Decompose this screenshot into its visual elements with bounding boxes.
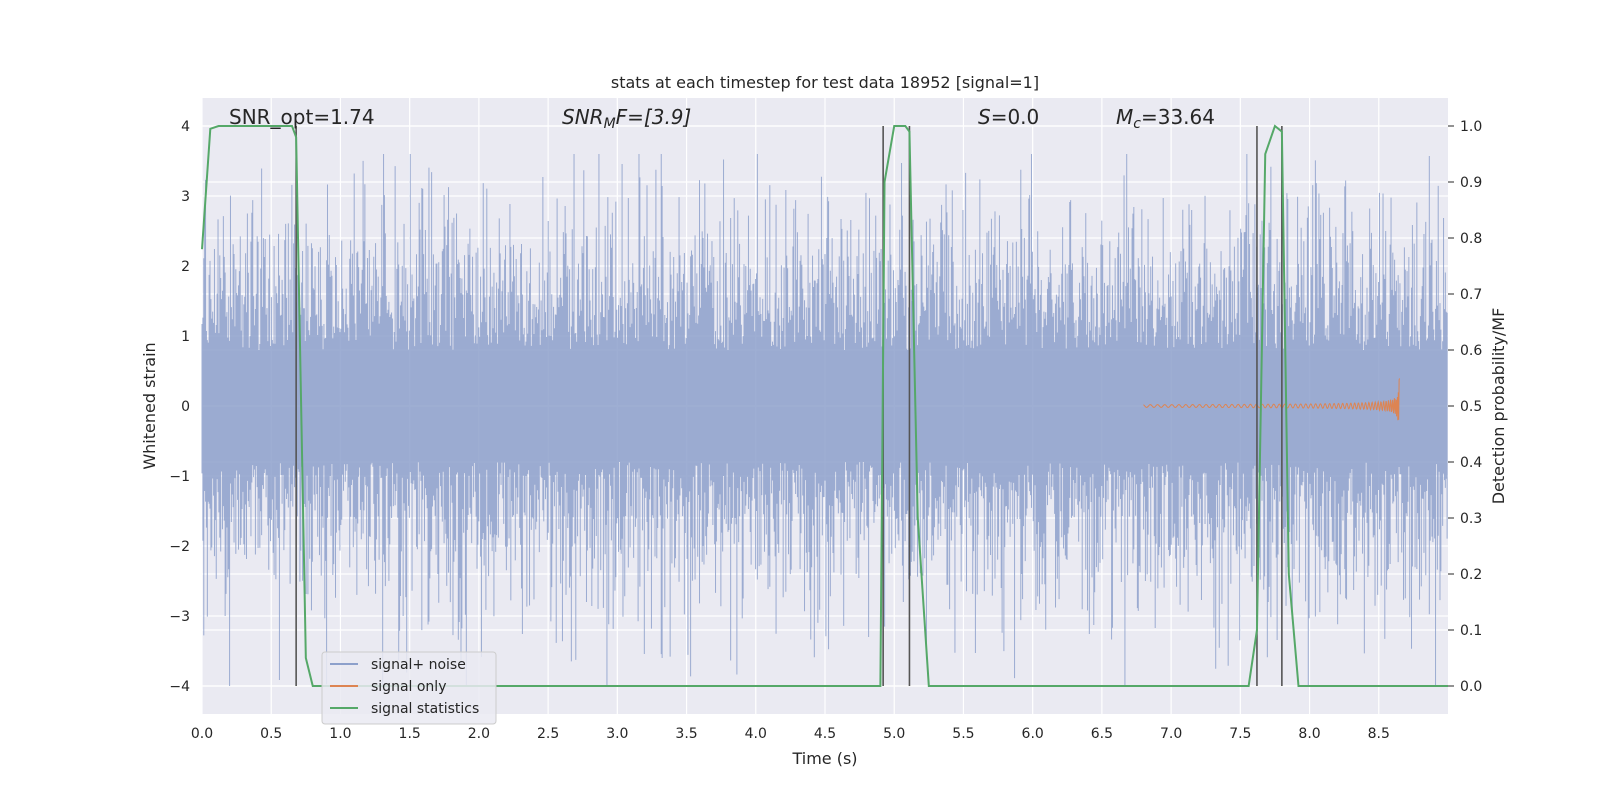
x-tick-label: 7.5 (1229, 726, 1251, 742)
x-tick-label: 2.5 (537, 726, 559, 742)
x-tick-label: 0.0 (191, 726, 213, 742)
x-tick-label: 4.5 (814, 726, 836, 742)
x-tick-label: 1.5 (399, 726, 421, 742)
y-tick-labels-right: 0.0 0.1 0.2 0.3 0.4 0.5 0.6 0.7 0.8 0.9 1.0 (1460, 119, 1482, 695)
y-tick-label: −2 (169, 539, 190, 555)
y-tick-label: 1 (181, 329, 190, 345)
annotation-mc: Mc=33.64 (1116, 105, 1215, 132)
snr-mf-prefix: SNR (562, 105, 604, 129)
y-right-tick-label: 0.7 (1460, 287, 1482, 303)
legend-label-signal: signal only (371, 679, 446, 695)
s-value: =0.0 (991, 105, 1040, 129)
signal-statistics-line (201, 124, 1448, 687)
legend-label-noise: signal+ noise (371, 657, 466, 673)
y-right-tick-label: 0.1 (1460, 623, 1482, 639)
x-tick-label: 1.0 (329, 726, 351, 742)
legend-label-stats: signal statistics (371, 701, 479, 717)
x-axis-label: Time (s) (791, 749, 857, 768)
mc-sub: c (1133, 116, 1141, 132)
x-tick-label: 6.5 (1091, 726, 1113, 742)
y-right-tick-label: 0.2 (1460, 567, 1482, 583)
x-tick-label: 6.0 (1022, 726, 1044, 742)
y-right-tick-label: 0.9 (1460, 175, 1482, 191)
y-tick-label: −4 (169, 679, 190, 695)
y-tick-label: 0 (181, 399, 190, 415)
noise-trace (201, 154, 1448, 686)
y-tick-label: −3 (169, 609, 190, 625)
x-tick-label: 3.5 (675, 726, 697, 742)
x-tick-label: 5.5 (952, 726, 974, 742)
y-axis-label: Whitened strain (140, 342, 159, 469)
x-tick-label: 0.5 (260, 726, 282, 742)
legend-box (321, 651, 497, 725)
y-right-tick-label: 0.3 (1460, 511, 1482, 527)
x-tick-label: 4.0 (745, 726, 767, 742)
s-var: S (978, 105, 991, 129)
x-tick-labels: 0.0 0.5 1.0 1.5 2.0 2.5 3.0 3.5 4.0 4.5 5.0 5.5 6.0 6… (191, 726, 1390, 742)
x-tick-label: 2.0 (468, 726, 490, 742)
x-tick-label: 8.5 (1368, 726, 1390, 742)
y-right-tick-label: 0.5 (1460, 399, 1482, 415)
annotation-s: S=0.0 (978, 105, 1039, 129)
annotation-snr-mf: SNRMF=[3.9] (562, 105, 691, 132)
x-tick-label: 7.0 (1160, 726, 1182, 742)
signal-only-series (1143, 378, 1401, 421)
y-right-tick-label: 0.0 (1460, 679, 1482, 695)
x-tick-label: 5.0 (883, 726, 905, 742)
y-axis-label-right: Detection probability/MF (1489, 308, 1508, 505)
y-tick-label: −1 (169, 469, 190, 485)
snr-mf-suffix: F=[3.9] (616, 105, 692, 129)
y-right-tick-label: 0.4 (1460, 455, 1482, 471)
mc-value: =33.64 (1141, 105, 1215, 129)
mc-var: M (1116, 105, 1133, 129)
y-right-tick-label: 0.8 (1460, 231, 1482, 247)
x-tick-label: 8.0 (1298, 726, 1320, 742)
chirp-trace (1143, 378, 1401, 421)
snr-mf-sub: M (604, 116, 616, 132)
y-tick-label: 4 (181, 119, 190, 135)
x-tick-label: 3.0 (606, 726, 628, 742)
chart-title: stats at each timestep for test data 189… (611, 73, 1039, 92)
annotation-snr-opt: SNR_opt=1.74 (229, 105, 375, 129)
signal-noise-series (201, 154, 1448, 686)
legend: signal+ noise signal only signal statist… (321, 651, 497, 725)
y-tick-labels-left: −4 −3 −2 −1 0 1 2 3 4 (169, 119, 190, 695)
y-right-tick-label: 0.6 (1460, 343, 1482, 359)
y-tick-label: 3 (181, 189, 190, 205)
y-tick-label: 2 (181, 259, 190, 275)
y-right-tick-label: 1.0 (1460, 119, 1482, 135)
